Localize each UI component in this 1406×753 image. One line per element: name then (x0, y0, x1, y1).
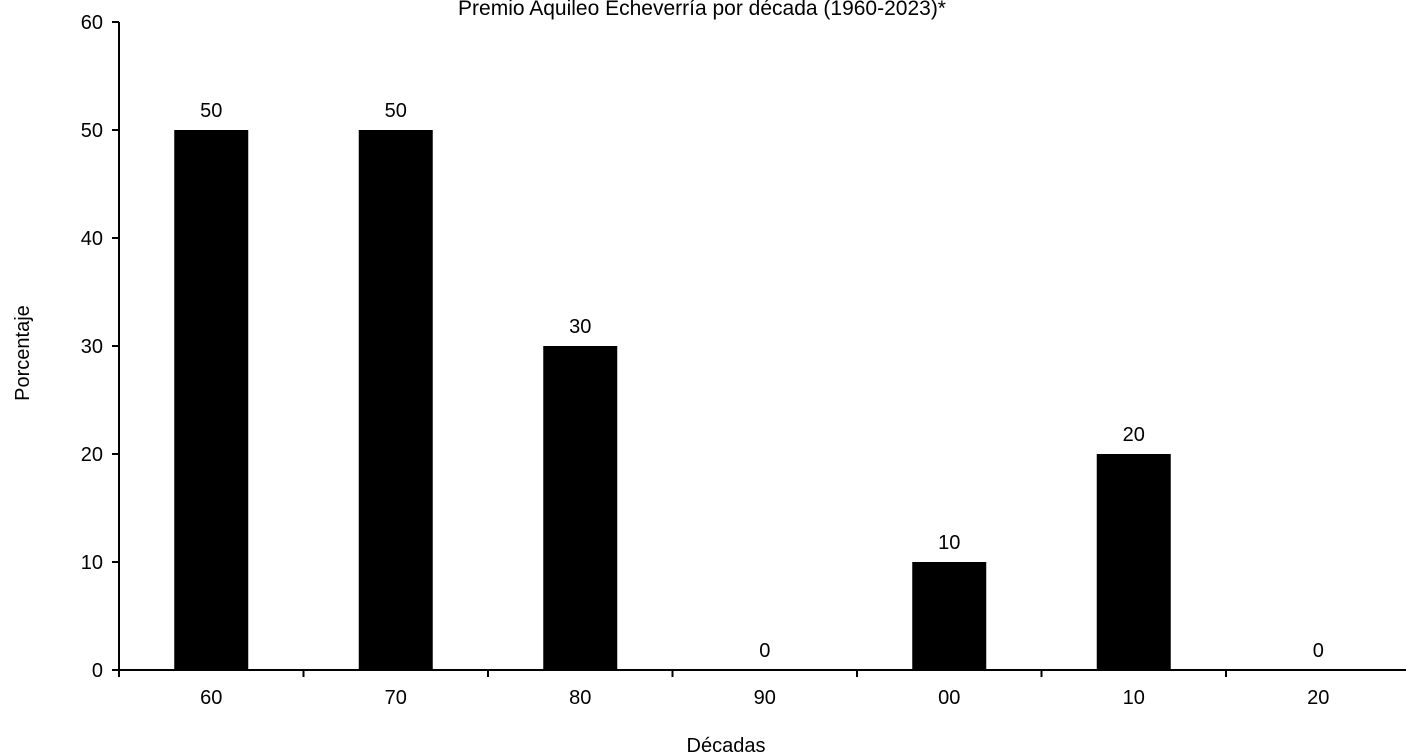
y-tick-label: 10 (81, 552, 103, 574)
data-labels: 50 50 30 0 10 20 0 (200, 100, 1324, 662)
x-tick-label: 20 (1307, 687, 1329, 709)
data-label: 0 (1313, 640, 1324, 662)
y-tick-label: 60 (81, 12, 103, 34)
data-label: 30 (569, 316, 591, 338)
data-label: 50 (385, 100, 407, 122)
x-tick-label: 60 (200, 687, 222, 709)
y-ticks: 0 10 20 30 40 50 60 (81, 12, 119, 682)
bar (358, 130, 433, 670)
y-tick-label: 50 (81, 120, 103, 142)
x-tick-label: 90 (754, 687, 776, 709)
x-ticks (118, 670, 1227, 677)
bar (543, 346, 618, 670)
chart-title: Premio Aquileo Echeverría por década (19… (458, 0, 946, 20)
x-tick-label: 10 (1123, 687, 1145, 709)
data-label: 0 (759, 640, 770, 662)
bar (912, 562, 987, 670)
x-tick-label: 00 (938, 687, 960, 709)
y-tick-label: 30 (81, 336, 103, 358)
y-tick-label: 20 (81, 444, 103, 466)
data-label: 10 (938, 532, 960, 554)
x-tick-labels: 60 70 80 90 00 10 20 (200, 687, 1329, 709)
bars (174, 130, 1171, 670)
bar (1096, 454, 1171, 670)
x-axis-label: Décadas (687, 735, 766, 753)
y-tick-label: 40 (81, 228, 103, 250)
x-tick-label: 70 (385, 687, 407, 709)
y-tick-label: 0 (92, 660, 103, 682)
bar (174, 130, 249, 670)
x-tick-label: 80 (569, 687, 591, 709)
y-axis-label: Porcentaje (12, 305, 34, 401)
data-label: 50 (200, 100, 222, 122)
data-label: 20 (1123, 424, 1145, 446)
